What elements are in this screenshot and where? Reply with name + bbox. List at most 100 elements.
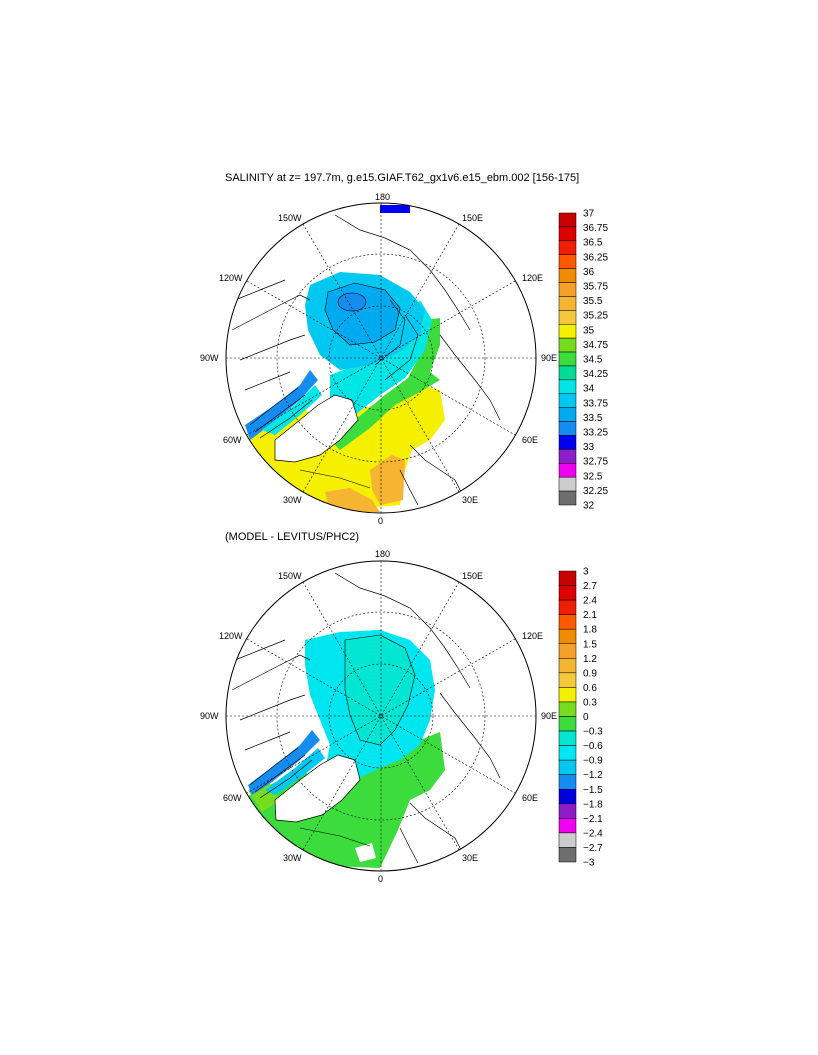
map-graticule bbox=[226, 203, 536, 513]
lon-label-90e: 90E bbox=[541, 353, 557, 363]
colorbar-label: 35.25 bbox=[583, 311, 608, 322]
orange-patch-norway bbox=[370, 455, 405, 505]
map-title-difference: (MODEL - LEVITUS/PHC2) bbox=[225, 531, 360, 543]
colorbar-label: 1.5 bbox=[583, 639, 597, 650]
colorbar-swatch bbox=[558, 393, 577, 408]
lon-label-30e: 30E bbox=[462, 495, 478, 505]
colorbar-label: 2.1 bbox=[583, 610, 597, 621]
diff-lightcyan-region bbox=[345, 635, 415, 745]
colorbar-label: 0.6 bbox=[583, 683, 597, 694]
colorbar-label: 34.75 bbox=[583, 340, 608, 351]
lon-label-30e: 30E bbox=[462, 853, 478, 863]
colorbar-swatch bbox=[558, 818, 577, 834]
colorbar-label: 33.5 bbox=[583, 413, 603, 424]
colorbar-swatch bbox=[558, 585, 577, 601]
map-graticule bbox=[226, 561, 536, 871]
map-border bbox=[225, 560, 537, 872]
colorbar-label: 34.5 bbox=[583, 355, 603, 366]
colorbar-swatch bbox=[558, 310, 577, 325]
lon-label-60w: 60W bbox=[223, 435, 242, 445]
colorbar-swatch bbox=[558, 296, 577, 311]
lon-label-150w: 150W bbox=[278, 571, 302, 581]
colorbar-swatch bbox=[558, 774, 577, 790]
colorbar-swatch bbox=[558, 240, 577, 255]
colorbar-label: 32.25 bbox=[583, 486, 608, 497]
canadian-archipelago bbox=[231, 279, 311, 391]
map-border bbox=[225, 202, 537, 514]
colorbar-label: −2.1 bbox=[583, 814, 603, 825]
siberia-coast bbox=[334, 214, 501, 421]
lon-label-60e: 60E bbox=[522, 793, 538, 803]
colorbar-swatch bbox=[558, 476, 577, 492]
diff-baffin-cyan bbox=[265, 748, 325, 795]
colorbar-label: 32 bbox=[583, 501, 595, 512]
lon-label-60w: 60W bbox=[223, 793, 242, 803]
colorbar-swatch bbox=[558, 449, 577, 464]
difference-colorbar: 3 2.7 2.4 2.1 1.8 1.5 1.2 0.9 0.6 0.3 0 −0.3 −0.6 −0.… bbox=[558, 567, 603, 869]
colorbar-label: −1.8 bbox=[583, 799, 603, 810]
colorbar-label: 36.75 bbox=[583, 223, 608, 234]
baffin-cyan bbox=[262, 385, 322, 435]
colorbar-swatch bbox=[558, 570, 577, 586]
scandinavia bbox=[399, 802, 466, 864]
diff-green-atlantic bbox=[240, 732, 445, 868]
colorbar-swatch bbox=[558, 745, 577, 761]
colorbar-swatch bbox=[558, 407, 577, 422]
orange-patch-south bbox=[325, 488, 380, 512]
colorbar-swatch bbox=[558, 628, 577, 645]
colorbar-label: 33.25 bbox=[583, 428, 608, 439]
colorbar-swatch bbox=[558, 351, 577, 367]
colorbar-label: 0 bbox=[583, 712, 589, 723]
colorbar-swatch bbox=[558, 701, 577, 717]
colorbar-swatch bbox=[558, 759, 577, 775]
colorbar-label: 34.25 bbox=[583, 369, 608, 380]
lon-label-150w: 150W bbox=[278, 213, 302, 223]
colorbar-label: 36.5 bbox=[583, 238, 603, 249]
lon-label-30w: 30W bbox=[283, 495, 302, 505]
lon-label-0: 0 bbox=[378, 874, 383, 884]
colorbar-label: −0.9 bbox=[583, 756, 603, 767]
siberia-coast bbox=[334, 572, 501, 779]
salinity-colorbar: 37 36.75 36.5 36.25 36 35.75 35.5 35.25 35 34.75 3… bbox=[558, 209, 608, 512]
lon-label-120w: 120W bbox=[219, 273, 243, 283]
colorbar-swatch bbox=[558, 379, 577, 395]
colorbar-swatch bbox=[558, 337, 577, 353]
colorbar-label: 1.8 bbox=[583, 625, 597, 636]
salinity-contours bbox=[249, 282, 419, 489]
lon-label-180: 180 bbox=[375, 192, 390, 202]
colorbar-label: −2.7 bbox=[583, 843, 603, 854]
lon-label-0: 0 bbox=[378, 516, 383, 526]
lon-label-60e: 60E bbox=[522, 435, 538, 445]
colorbar-label: 2.4 bbox=[583, 596, 597, 607]
colorbar-label: 36 bbox=[583, 267, 595, 278]
lon-label-30w: 30W bbox=[283, 853, 302, 863]
beaufort-low-core bbox=[338, 293, 366, 311]
colorbar-label: 33.75 bbox=[583, 398, 608, 409]
salinity-field bbox=[231, 205, 501, 512]
colorbar-swatch bbox=[558, 421, 577, 436]
colorbar-swatch bbox=[558, 730, 577, 746]
colorbar-label: 32.5 bbox=[583, 471, 603, 482]
colorbar-swatch bbox=[558, 282, 577, 297]
colorbar-swatch bbox=[558, 643, 577, 659]
lon-label-90e: 90E bbox=[541, 711, 557, 721]
colorbar-label: 0.3 bbox=[583, 697, 597, 708]
colorbar-swatch bbox=[558, 212, 577, 228]
lon-label-120e: 120E bbox=[522, 631, 543, 641]
colorbar-label: 35.5 bbox=[583, 296, 603, 307]
colorbar-swatch bbox=[558, 226, 577, 242]
colorbar-swatch bbox=[558, 687, 577, 703]
colorbar-swatch bbox=[558, 463, 577, 478]
colorbar-label: 0.9 bbox=[583, 668, 597, 679]
colorbar-swatch bbox=[558, 490, 577, 506]
diff-baffin-blue bbox=[248, 730, 320, 795]
lon-label-120e: 120E bbox=[522, 273, 543, 283]
colorbar-label: −1.2 bbox=[583, 770, 603, 781]
lon-label-150e: 150E bbox=[462, 213, 483, 223]
colorbar-swatch bbox=[558, 716, 577, 732]
colorbar-swatch bbox=[558, 599, 577, 615]
colorbar-label: 2.7 bbox=[583, 581, 597, 592]
greenland bbox=[274, 754, 361, 823]
colorbar-label: 1.2 bbox=[583, 654, 597, 665]
colorbar-swatch bbox=[558, 614, 577, 630]
